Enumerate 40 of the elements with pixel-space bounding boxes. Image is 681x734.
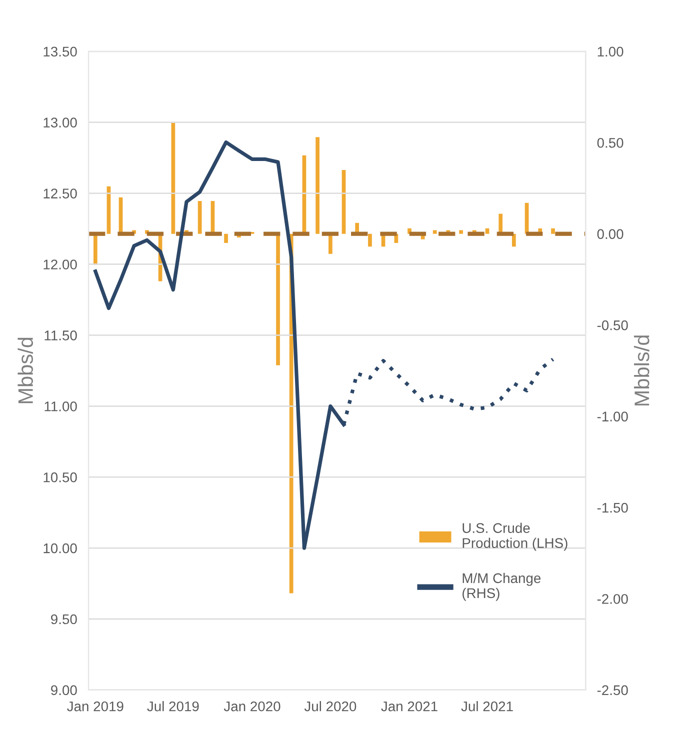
bar (432, 230, 437, 234)
bar (368, 234, 372, 247)
bar (276, 234, 280, 366)
bar (171, 122, 176, 234)
bar (485, 228, 490, 234)
x-tick-label: Jul 2021 (461, 701, 513, 712)
bar (224, 234, 228, 243)
y2-tick-label: 1.00 (598, 46, 624, 57)
bar (459, 230, 463, 234)
y-tick-label: 12.50 (44, 188, 77, 198)
x-tick-label: Jan 2021 (381, 701, 438, 712)
y-tick-label: 12.00 (44, 260, 77, 270)
y-axis-title: Mbbs/d (18, 338, 33, 404)
y2-axis-title: Mbbls/d (634, 336, 650, 406)
y2-tick-label: -2.50 (597, 685, 628, 696)
y-tick-label: 10.50 (44, 472, 77, 482)
y2-tick-label: -2.00 (597, 594, 628, 604)
y-tick-label: 9.50 (51, 614, 77, 624)
y2-tick-label: -1.50 (597, 502, 628, 513)
y2-tick-label: -0.50 (597, 320, 628, 330)
bar (316, 137, 320, 234)
x-tick-label: Jul 2020 (304, 701, 356, 712)
y2-tick-label: 0.50 (597, 138, 624, 148)
y-tick-label: 13.00 (44, 118, 77, 128)
y-tick-label: 11.00 (44, 401, 77, 412)
y-tick-label: 9.00 (51, 685, 77, 696)
x-tick-label: Jan 2019 (67, 701, 124, 712)
bar (198, 200, 202, 234)
y-tick-label: 13.50 (44, 46, 77, 57)
bar (93, 234, 98, 265)
legend-label: M/M Change (RHS) (462, 572, 541, 601)
x-tick-label: Jan 2020 (224, 701, 280, 712)
y-tick-label: 11.50 (44, 330, 77, 340)
bar (512, 234, 516, 247)
y2-tick-label: 0.00 (597, 229, 624, 239)
y-tick-label: 10.00 (44, 543, 77, 554)
x-tick-label: Jul 2019 (147, 701, 199, 712)
y2-tick-label: -1.00 (597, 412, 628, 422)
legend-label: U.S. Crude Production (LHS) (462, 522, 568, 551)
bar (551, 228, 555, 234)
